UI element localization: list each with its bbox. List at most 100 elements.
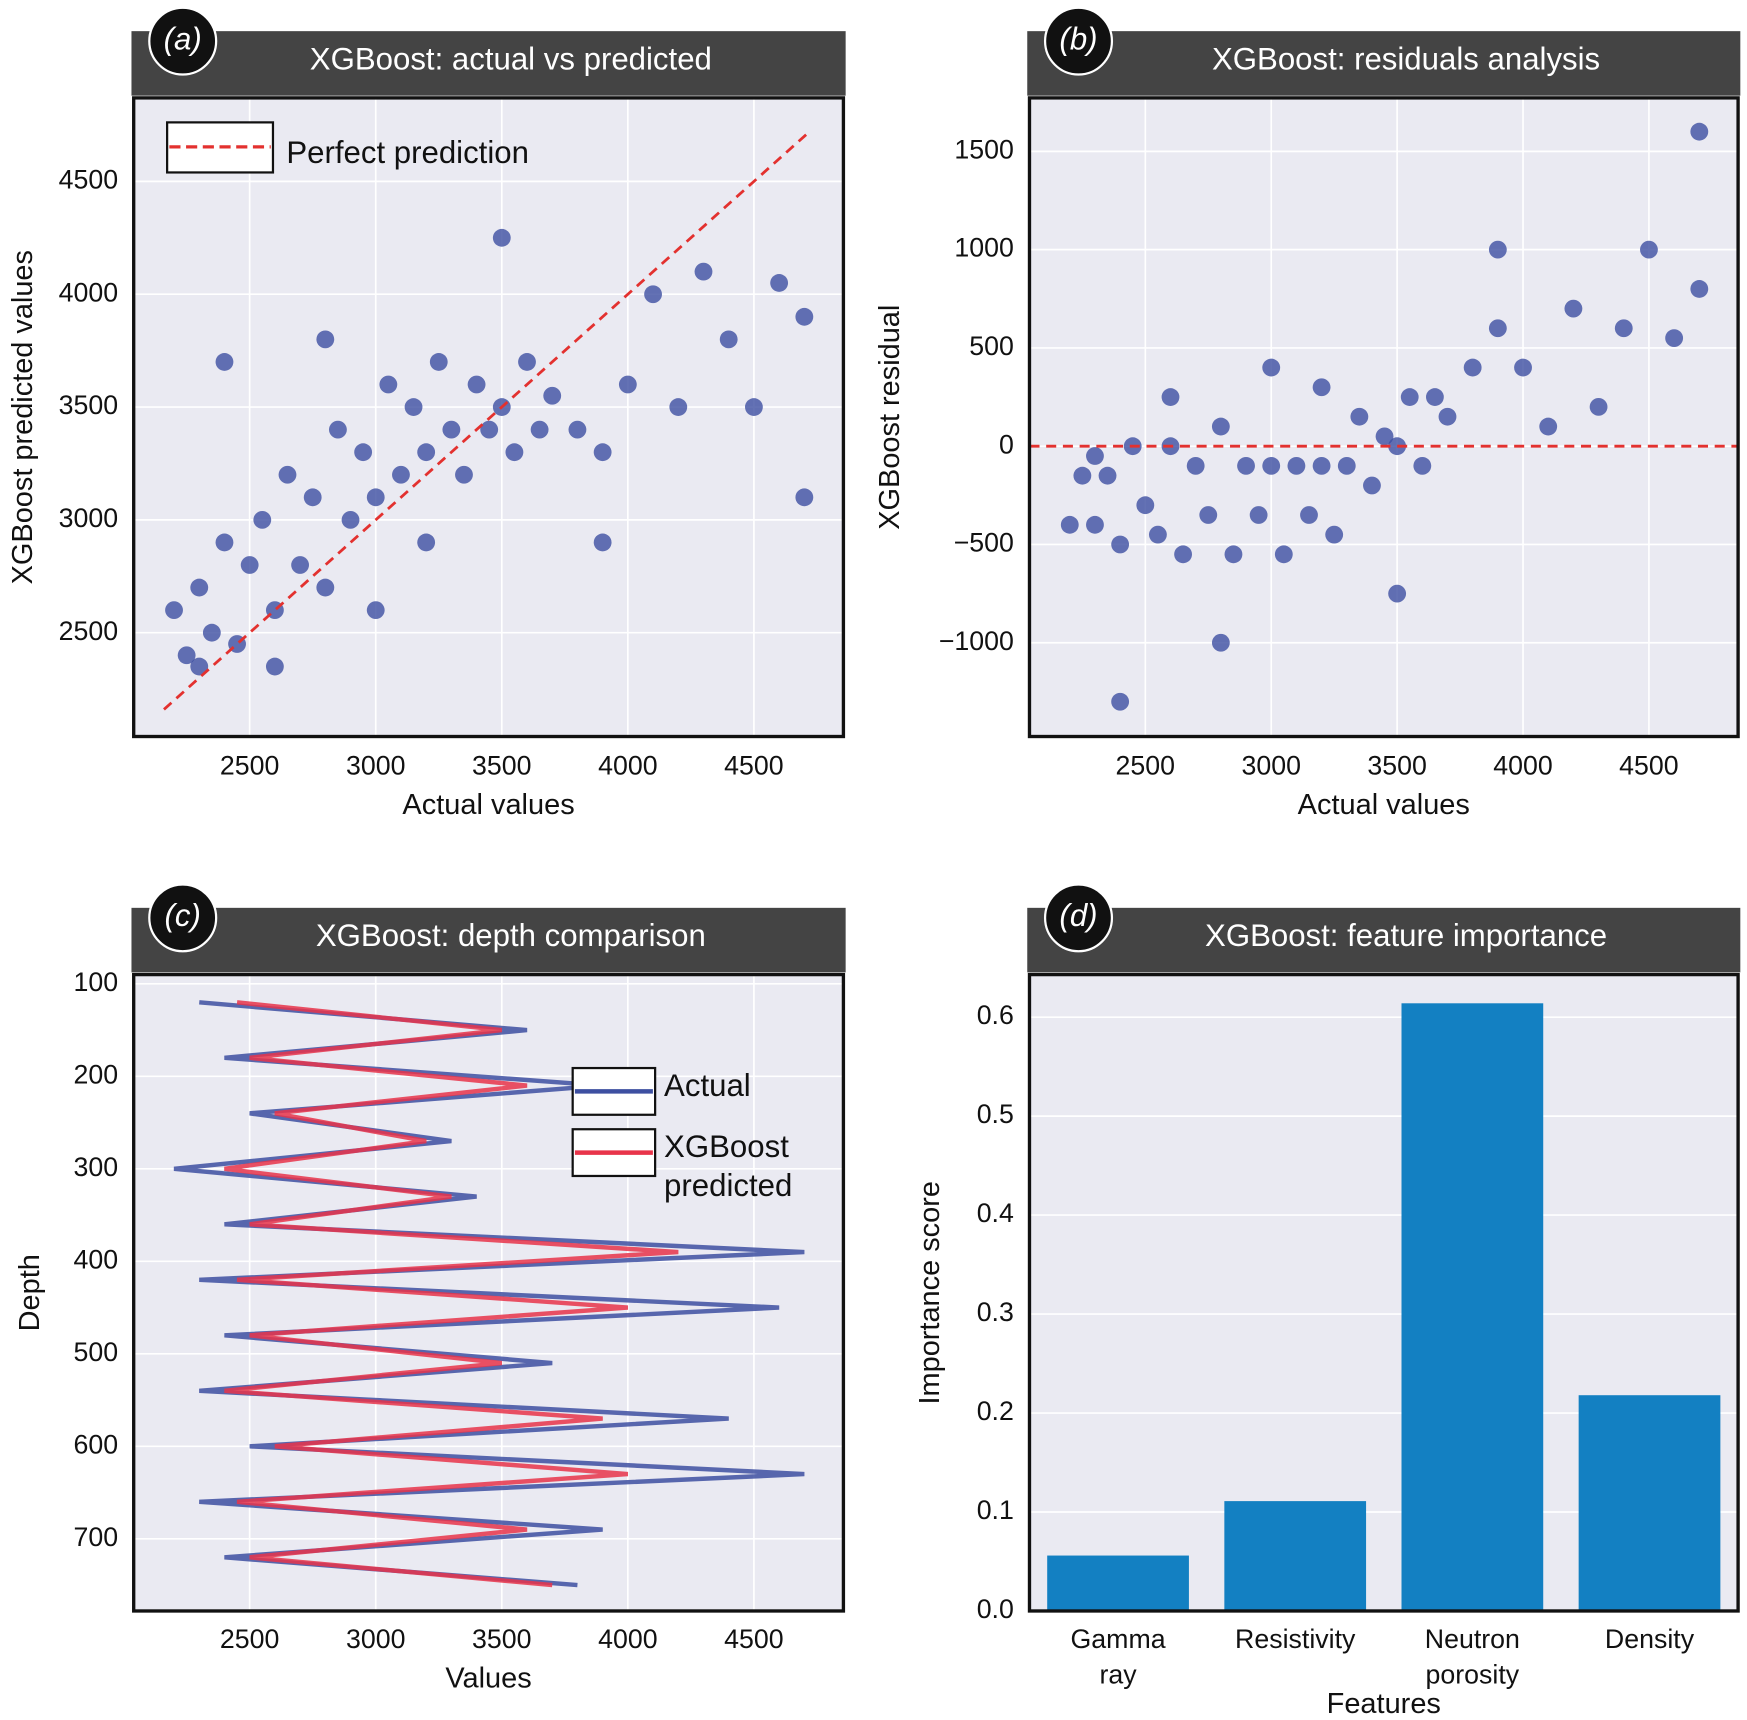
bar (1401, 1003, 1544, 1611)
plot-frame (1027, 96, 1740, 739)
scatter-point (1224, 545, 1243, 564)
series-line (173, 1000, 805, 1588)
plot-frame (132, 96, 846, 739)
x-tick-label: 3500 (1367, 751, 1426, 781)
scatter-point (1211, 633, 1230, 652)
x-tick-label: 3000 (1241, 751, 1300, 781)
scatter-point (644, 285, 662, 304)
panel-badge (148, 6, 218, 76)
scatter-point (1690, 122, 1709, 141)
scatter-point (518, 353, 536, 371)
scatter-point (1589, 397, 1608, 416)
scatter-point (1665, 329, 1684, 347)
scatter-point (455, 465, 473, 484)
y-tick-label: −500 (954, 528, 1014, 558)
y-tick-label: 0.6 (977, 1000, 1014, 1030)
scatter-point (202, 623, 221, 642)
x-tick-label: 4000 (598, 1624, 657, 1654)
scatter-point (1488, 240, 1507, 259)
scatter-point (1111, 692, 1130, 711)
panel-label: (d) (1059, 898, 1097, 933)
scatter-point (165, 601, 183, 620)
scatter-point (1111, 535, 1130, 554)
x-tick-label: 4000 (598, 751, 657, 781)
scatter-point (329, 420, 347, 439)
legend-label: XGBoost predicted (664, 1129, 793, 1203)
y-tick-label: 300 (73, 1152, 118, 1182)
title-bar (1027, 31, 1741, 96)
scatter-point (366, 488, 385, 507)
y-tick-label: 0.0 (977, 1594, 1014, 1624)
scatter-point (253, 510, 272, 529)
x-tick-label-line: porosity (1426, 1660, 1520, 1690)
x-tick-label: 4500 (724, 1624, 783, 1654)
chart-title: XGBoost: actual vs predicted (310, 41, 712, 76)
y-tick-label: 400 (73, 1244, 118, 1274)
scatter-point (505, 443, 524, 462)
scatter-point (1375, 427, 1394, 446)
scatter-point (429, 353, 448, 371)
x-tick-label: 2500 (1116, 751, 1175, 781)
x-tick-label-line: Resistivity (1235, 1624, 1356, 1654)
x-tick-label: 3000 (346, 1624, 405, 1654)
scatter-point (1690, 280, 1709, 298)
x-tick-label-line: ray (1099, 1660, 1137, 1690)
scatter-point (1488, 319, 1507, 338)
x-tick-label: Density (1605, 1624, 1695, 1654)
panel-badge (1043, 6, 1114, 76)
scatter-point (404, 398, 423, 416)
y-tick-label: 0.5 (977, 1099, 1014, 1129)
scatter-point (291, 556, 310, 574)
scatter-point (1086, 447, 1104, 465)
scatter-point (1388, 584, 1407, 603)
scatter-point (1325, 525, 1344, 544)
legend-item: Actual (664, 1068, 751, 1103)
scatter-point (467, 375, 486, 394)
plot-area (1029, 97, 1739, 737)
x-tick-label: 3500 (472, 1624, 531, 1654)
scatter-point (1174, 545, 1193, 564)
chart-title: XGBoost: feature importance (1205, 918, 1607, 953)
scatter-point (618, 375, 637, 394)
scatter-point (1400, 388, 1419, 406)
y-tick-label: 1500 (954, 134, 1013, 164)
y-axis-label: XGBoost residual (874, 305, 906, 530)
legend-label: Actual (664, 1068, 751, 1103)
scatter-point (694, 262, 713, 281)
scatter-point (190, 657, 209, 676)
y-tick-label: 100 (73, 967, 118, 997)
y-tick-label: 3000 (59, 503, 118, 533)
panel-badge (1043, 883, 1114, 953)
bar (1224, 1501, 1367, 1611)
scatter-point (1199, 506, 1218, 524)
scatter-point (341, 510, 360, 529)
scatter-point (1186, 456, 1205, 475)
scatter-point (1060, 515, 1079, 534)
scatter-point (1073, 466, 1092, 485)
legend-item: XGBoost predicted (664, 1129, 793, 1203)
chart-title: XGBoost: residuals analysis (1212, 41, 1600, 76)
scatter-point (366, 601, 385, 620)
y-tick-label: 500 (969, 331, 1014, 361)
y-axis-label: XGBoost predicted values (7, 250, 39, 584)
x-tick-label: 2500 (220, 751, 279, 781)
scatter-point (1312, 378, 1331, 397)
panel-label: (b) (1059, 21, 1097, 56)
scatter-point (1463, 358, 1482, 377)
scatter-point (379, 375, 398, 394)
scatter-point (1438, 407, 1457, 426)
y-axis-label: Importance score (914, 1181, 946, 1404)
x-tick-label: 3500 (472, 751, 531, 781)
x-tick-label-line: Density (1605, 1624, 1695, 1654)
reference-line (163, 130, 811, 711)
y-tick-label: 1000 (954, 233, 1013, 263)
y-tick-label: 0.4 (977, 1198, 1014, 1228)
scatter-point (1287, 456, 1306, 475)
scatter-point (417, 533, 436, 552)
scatter-point (1262, 456, 1281, 475)
y-tick-label: 4000 (59, 277, 118, 307)
scatter-point (1274, 545, 1293, 564)
scatter-point (190, 578, 209, 597)
y-tick-label: 0.3 (977, 1297, 1014, 1327)
